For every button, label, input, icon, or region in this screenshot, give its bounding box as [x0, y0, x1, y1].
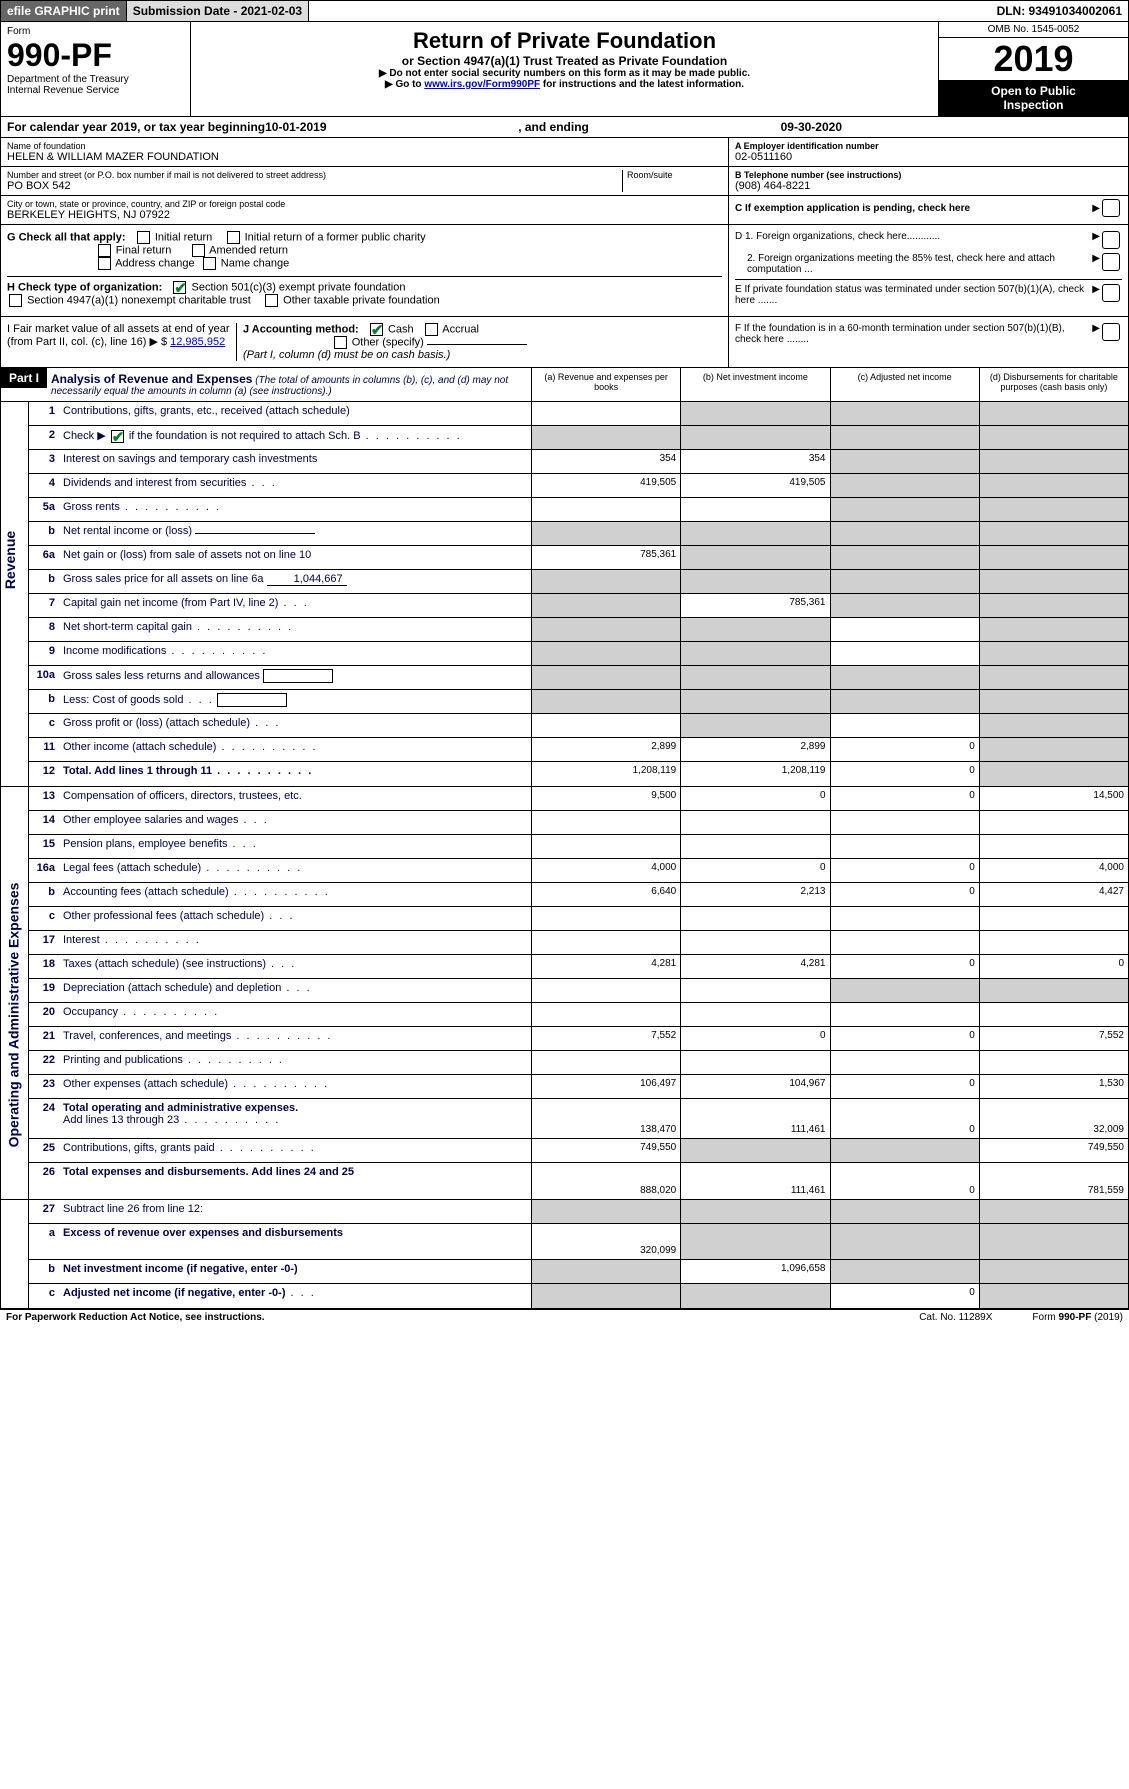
city-label: City or town, state or province, country…	[7, 199, 722, 209]
schb-checkbox[interactable]	[111, 430, 124, 443]
e-checkbox[interactable]	[1102, 284, 1120, 302]
top-bar: efile GRAPHIC print Submission Date - 20…	[0, 0, 1129, 22]
d2-checkbox[interactable]	[1102, 253, 1120, 271]
foundation-name: HELEN & WILLIAM MAZER FOUNDATION	[7, 151, 722, 163]
omb-number: OMB No. 1545-0052	[939, 22, 1128, 38]
h-4947-checkbox[interactable]	[9, 294, 22, 307]
dln: DLN: 93491034002061	[991, 1, 1128, 21]
city-state-zip: BERKELEY HEIGHTS, NJ 07922	[7, 209, 722, 221]
j-note: (Part I, column (d) must be on cash basi…	[243, 349, 450, 361]
line27-table: 27Subtract line 26 from line 12: aExcess…	[0, 1200, 1129, 1309]
form-subtitle: or Section 4947(a)(1) Trust Treated as P…	[197, 54, 932, 68]
page-footer: For Paperwork Reduction Act Notice, see …	[0, 1309, 1129, 1325]
g-amended-checkbox[interactable]	[192, 244, 205, 257]
submission-date: Submission Date - 2021-02-03	[127, 1, 309, 21]
form-number: 990-PF	[7, 37, 184, 74]
paperwork-notice: For Paperwork Reduction Act Notice, see …	[6, 1312, 265, 1323]
c-label: C If exemption application is pending, c…	[735, 203, 1092, 214]
irs-link[interactable]: www.irs.gov/Form990PF	[424, 79, 540, 90]
d1-label: D 1. Foreign organizations, check here..…	[735, 231, 1092, 242]
name-label: Name of foundation	[7, 141, 722, 151]
g-final-checkbox[interactable]	[98, 244, 111, 257]
g-name-checkbox[interactable]	[203, 257, 216, 270]
h-501c3-checkbox[interactable]	[173, 281, 186, 294]
revenue-table: Revenue 1Contributions, gifts, grants, e…	[0, 402, 1129, 787]
year-begin: 10-01-2019	[265, 120, 326, 134]
e-label: E If private foundation status was termi…	[735, 284, 1092, 306]
form-word: Form	[7, 26, 184, 37]
instruction-2: ▶ Go to www.irs.gov/Form990PF for instru…	[197, 79, 932, 90]
line6b-value: 1,044,667	[267, 573, 347, 586]
irs: Internal Revenue Service	[7, 85, 184, 96]
g-initial-former-checkbox[interactable]	[227, 231, 240, 244]
instruction-1: ▶ Do not enter social security numbers o…	[197, 68, 932, 79]
part1-header: Part I Analysis of Revenue and Expenses …	[0, 368, 1129, 402]
year-end: 09-30-2020	[781, 120, 842, 134]
j-other-checkbox[interactable]	[334, 336, 347, 349]
identification-section: Name of foundation HELEN & WILLIAM MAZER…	[0, 138, 1129, 225]
c-checkbox[interactable]	[1102, 199, 1120, 217]
part1-badge: Part I	[1, 368, 47, 388]
phone: (908) 464-8221	[735, 180, 1122, 192]
phone-label: B Telephone number (see instructions)	[735, 170, 1122, 180]
efile-print-button[interactable]: efile GRAPHIC print	[1, 1, 127, 21]
expenses-side-label: Operating and Administrative Expenses	[5, 883, 21, 1148]
j-label: J Accounting method:	[243, 323, 359, 335]
d1-checkbox[interactable]	[1102, 231, 1120, 249]
h-label: H Check type of organization:	[7, 281, 162, 293]
address: PO BOX 542	[7, 180, 622, 192]
room-label: Room/suite	[627, 170, 722, 180]
ein-label: A Employer identification number	[735, 141, 1122, 151]
h-other-checkbox[interactable]	[265, 294, 278, 307]
j-accrual-checkbox[interactable]	[425, 323, 438, 336]
f-label: F If the foundation is in a 60-month ter…	[735, 323, 1092, 345]
form-footer: Form 990-PF (2019)	[1032, 1312, 1123, 1323]
catalog-number: Cat. No. 11289X	[919, 1312, 992, 1323]
section-g-h: G Check all that apply: Initial return I…	[0, 225, 1129, 317]
section-i-j-f: I Fair market value of all assets at end…	[0, 317, 1129, 368]
dept-treasury: Department of the Treasury	[7, 74, 184, 85]
j-cash-checkbox[interactable]	[370, 323, 383, 336]
form-header: Form 990-PF Department of the Treasury I…	[0, 22, 1129, 117]
addr-label: Number and street (or P.O. box number if…	[7, 170, 622, 180]
calendar-year-row: For calendar year 2019, or tax year begi…	[0, 117, 1129, 138]
col-a-header: (a) Revenue and expenses per books	[531, 368, 680, 401]
col-d-header: (d) Disbursements for charitable purpose…	[979, 368, 1128, 401]
ein: 02-0511160	[735, 151, 1122, 163]
open-public: Open to Public Inspection	[939, 80, 1128, 116]
d2-label: 2. Foreign organizations meeting the 85%…	[735, 253, 1092, 275]
g-initial-checkbox[interactable]	[137, 231, 150, 244]
col-c-header: (c) Adjusted net income	[830, 368, 979, 401]
fmv-value[interactable]: 12,985,952	[170, 336, 225, 348]
part1-title: Analysis of Revenue and Expenses	[51, 372, 252, 386]
revenue-side-label: Revenue	[2, 531, 18, 589]
g-label: G Check all that apply:	[7, 231, 126, 243]
tax-year: 2019	[939, 38, 1128, 80]
form-title: Return of Private Foundation	[197, 28, 932, 54]
expenses-table: Operating and Administrative Expenses 13…	[0, 787, 1129, 1200]
f-checkbox[interactable]	[1102, 323, 1120, 341]
arrow-icon: ▶	[1092, 203, 1100, 214]
g-address-checkbox[interactable]	[98, 257, 111, 270]
col-b-header: (b) Net investment income	[680, 368, 829, 401]
